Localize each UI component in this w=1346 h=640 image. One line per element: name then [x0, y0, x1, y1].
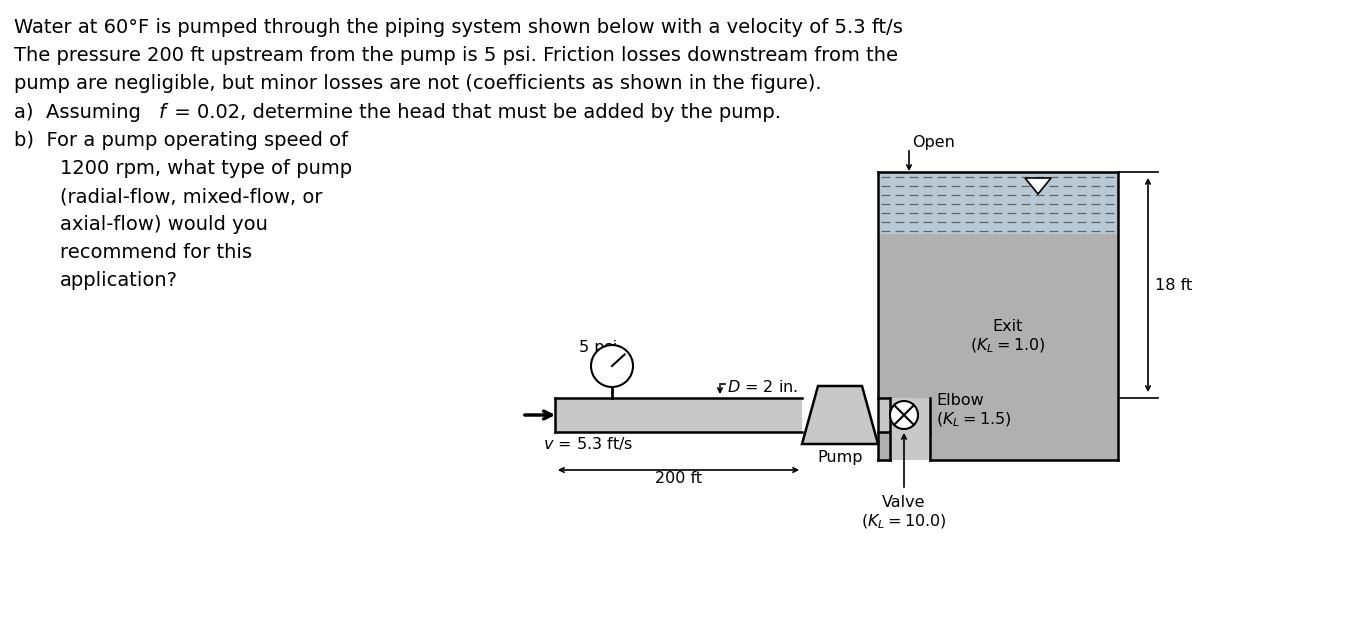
Text: pump are negligible, but minor losses are not (coefficients as shown in the figu: pump are negligible, but minor losses ar… [13, 74, 821, 93]
Circle shape [591, 345, 633, 387]
Text: b)  For a pump operating speed of: b) For a pump operating speed of [13, 131, 349, 150]
Text: 5 psi: 5 psi [579, 340, 618, 355]
Text: application?: application? [61, 271, 178, 290]
Bar [555, 398, 802, 432]
Text: 200 ft: 200 ft [656, 471, 703, 486]
Circle shape [890, 401, 918, 429]
Polygon shape [1026, 178, 1051, 194]
Text: Water at 60°F is pumped through the piping system shown below with a velocity of: Water at 60°F is pumped through the pipi… [13, 18, 903, 37]
Text: 1200 rpm, what type of pump: 1200 rpm, what type of pump [61, 159, 353, 178]
Text: (radial-flow, mixed-flow, or: (radial-flow, mixed-flow, or [61, 187, 323, 206]
Bar [890, 398, 930, 460]
Text: $D$ = 2 in.: $D$ = 2 in. [727, 379, 798, 395]
Text: $v$ = 5.3 ft/s: $v$ = 5.3 ft/s [542, 435, 634, 452]
Text: axial-flow) would you: axial-flow) would you [61, 215, 268, 234]
Text: f: f [159, 103, 166, 122]
Text: Pump: Pump [817, 450, 863, 465]
Text: Elbow
$(K_L = 1.5)$: Elbow $(K_L = 1.5)$ [935, 393, 1011, 429]
Text: The pressure 200 ft upstream from the pump is 5 psi. Friction losses downstream : The pressure 200 ft upstream from the pu… [13, 46, 898, 65]
Bar [890, 398, 930, 432]
Text: Valve
$(K_L = 10.0)$: Valve $(K_L = 10.0)$ [861, 495, 946, 531]
Text: = 0.02, determine the head that must be added by the pump.: = 0.02, determine the head that must be … [168, 103, 781, 122]
Text: Open: Open [913, 135, 954, 150]
Text: recommend for this: recommend for this [61, 243, 252, 262]
Text: a)  Assuming: a) Assuming [13, 103, 147, 122]
Bar [879, 172, 1117, 234]
Bar [878, 172, 1119, 460]
Bar [878, 398, 890, 432]
Text: Exit
$(K_L = 1.0)$: Exit $(K_L = 1.0)$ [970, 319, 1046, 355]
Text: 18 ft: 18 ft [1155, 278, 1193, 292]
Polygon shape [802, 386, 878, 444]
